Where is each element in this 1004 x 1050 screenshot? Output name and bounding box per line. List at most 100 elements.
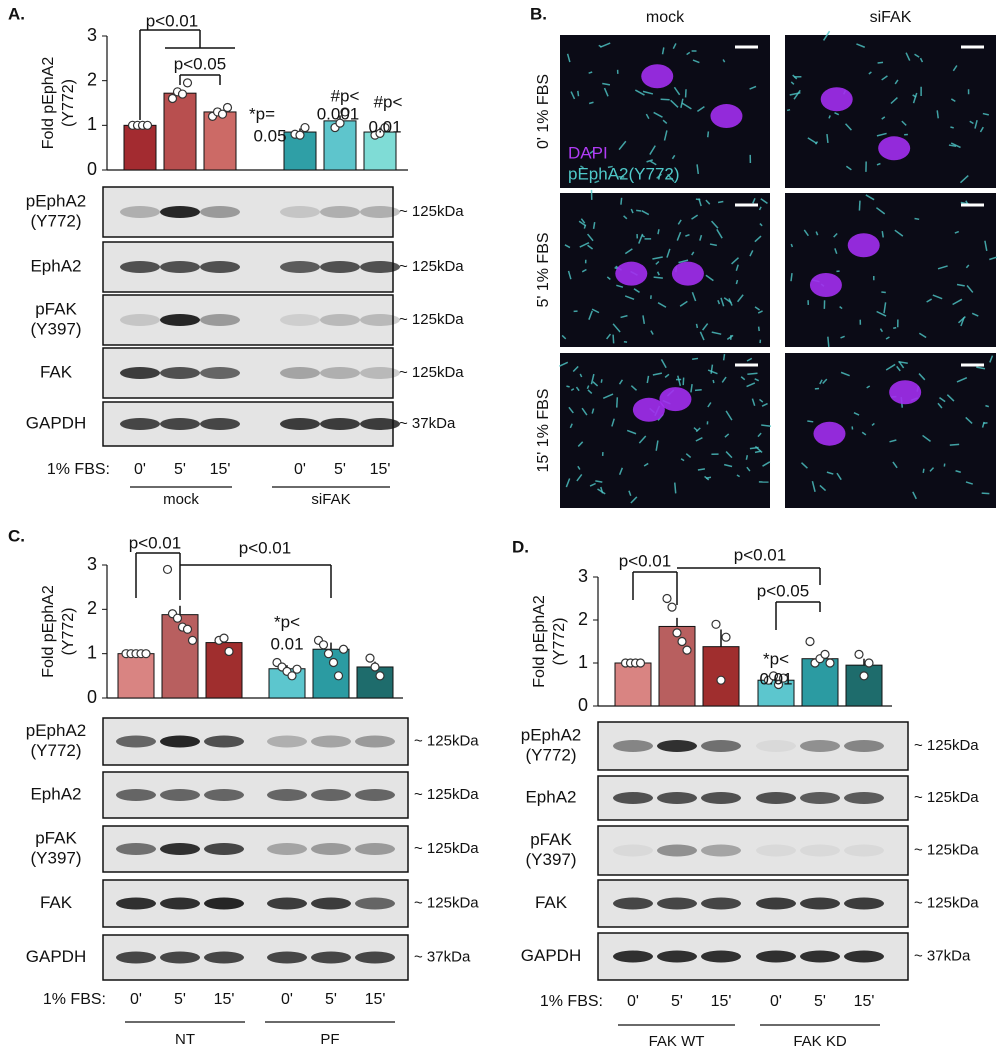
cell-fiber: [638, 435, 647, 444]
data-point: [677, 636, 687, 647]
cell-fiber: [685, 453, 692, 459]
cell-fiber: [826, 133, 829, 143]
cell-fiber: [879, 328, 884, 333]
size-label: ~ 125kDa: [414, 732, 479, 749]
blot-band: [756, 792, 796, 804]
cell-fiber: [636, 209, 642, 212]
cell-fiber: [861, 431, 867, 436]
blot-label: pEphA2: [26, 191, 87, 210]
cell-fiber: [717, 200, 724, 204]
panel-label: A.: [8, 4, 25, 23]
annotation: #p<: [331, 86, 360, 105]
blot-band: [204, 843, 244, 855]
blot-label: EphA2: [525, 787, 576, 806]
cell-fiber: [594, 180, 600, 184]
cell-fiber: [736, 294, 744, 303]
cell-fiber: [620, 197, 623, 205]
cell-fiber: [952, 298, 963, 306]
cell-fiber: [672, 43, 677, 50]
data-point: [825, 658, 835, 668]
cell-fiber: [892, 461, 898, 469]
blot-label: (Y397): [525, 850, 576, 869]
data-point: [662, 593, 672, 604]
nucleus: [641, 64, 674, 89]
lane-label: 15': [210, 461, 231, 478]
lane-label: 15': [854, 993, 875, 1010]
blot-band: [320, 314, 360, 326]
cell-fiber: [685, 233, 690, 237]
blot-band: [200, 261, 240, 273]
blot-band: [116, 789, 156, 801]
group-label: FAK KD: [793, 1033, 847, 1050]
y-tick-label: 1: [87, 114, 97, 134]
lane-label: 0': [294, 461, 306, 478]
cell-fiber: [757, 310, 763, 314]
cell-fiber: [747, 372, 758, 375]
lane-label: 0': [281, 991, 293, 1008]
cell-fiber: [655, 260, 660, 265]
cell-fiber: [834, 248, 838, 255]
cell-fiber: [600, 486, 604, 494]
blot-band: [267, 789, 307, 801]
cell-fiber: [612, 323, 621, 333]
data-point: [338, 644, 349, 654]
cell-fiber: [946, 394, 955, 402]
cell-fiber: [642, 90, 654, 95]
data-point: [682, 645, 692, 655]
cell-fiber: [985, 404, 990, 408]
annotation: p<0.01: [239, 538, 291, 557]
cell-fiber: [759, 398, 764, 403]
cell-fiber: [726, 334, 734, 340]
blot-band: [320, 261, 360, 273]
cell-fiber: [695, 323, 699, 329]
cell-fiber: [706, 131, 710, 138]
cell-fiber: [581, 268, 587, 273]
cell-fiber: [939, 397, 946, 403]
blot-label: pFAK: [35, 299, 77, 318]
cell-fiber: [956, 377, 968, 383]
bar: [117, 653, 155, 699]
cell-fiber: [989, 256, 997, 261]
blot-band: [613, 844, 653, 857]
cell-fiber: [965, 416, 973, 424]
cell-fiber: [643, 462, 649, 467]
lane-label: 5': [814, 993, 826, 1010]
blot-band: [800, 844, 840, 857]
cell-fiber: [960, 317, 965, 327]
blot-band: [200, 206, 240, 218]
y-axis-label: (Y772): [551, 617, 568, 665]
cell-fiber: [645, 113, 650, 120]
blot-label: GAPDH: [26, 947, 86, 966]
data-point: [177, 89, 188, 99]
cell-fiber: [905, 52, 911, 61]
cell-fiber: [807, 137, 818, 145]
data-point: [292, 664, 302, 674]
blot-band: [320, 206, 360, 218]
blot-band: [267, 735, 307, 748]
cell-fiber: [844, 123, 852, 131]
blot-band: [280, 314, 320, 326]
cell-fiber: [624, 248, 633, 255]
cell-fiber: [677, 375, 682, 386]
size-label: ~ 125kDa: [414, 894, 479, 911]
cell-fiber: [894, 79, 899, 85]
blot-band: [120, 418, 160, 430]
cell-fiber: [918, 373, 926, 381]
cell-fiber: [981, 492, 990, 495]
cell-fiber: [858, 200, 861, 211]
cell-fiber: [875, 207, 886, 215]
cell-fiber: [680, 98, 684, 108]
cell-fiber: [758, 206, 762, 211]
cell-fiber: [937, 265, 948, 270]
data-point: [217, 109, 228, 119]
blot-band: [200, 418, 240, 430]
cell-fiber: [914, 53, 920, 58]
cell-fiber: [583, 224, 587, 229]
cell-fiber: [693, 427, 699, 432]
data-point: [162, 564, 173, 575]
blot-band: [844, 740, 884, 752]
cell-fiber: [566, 53, 571, 63]
cell-fiber: [691, 214, 699, 220]
data-point: [768, 671, 779, 681]
cell-fiber: [937, 402, 943, 409]
